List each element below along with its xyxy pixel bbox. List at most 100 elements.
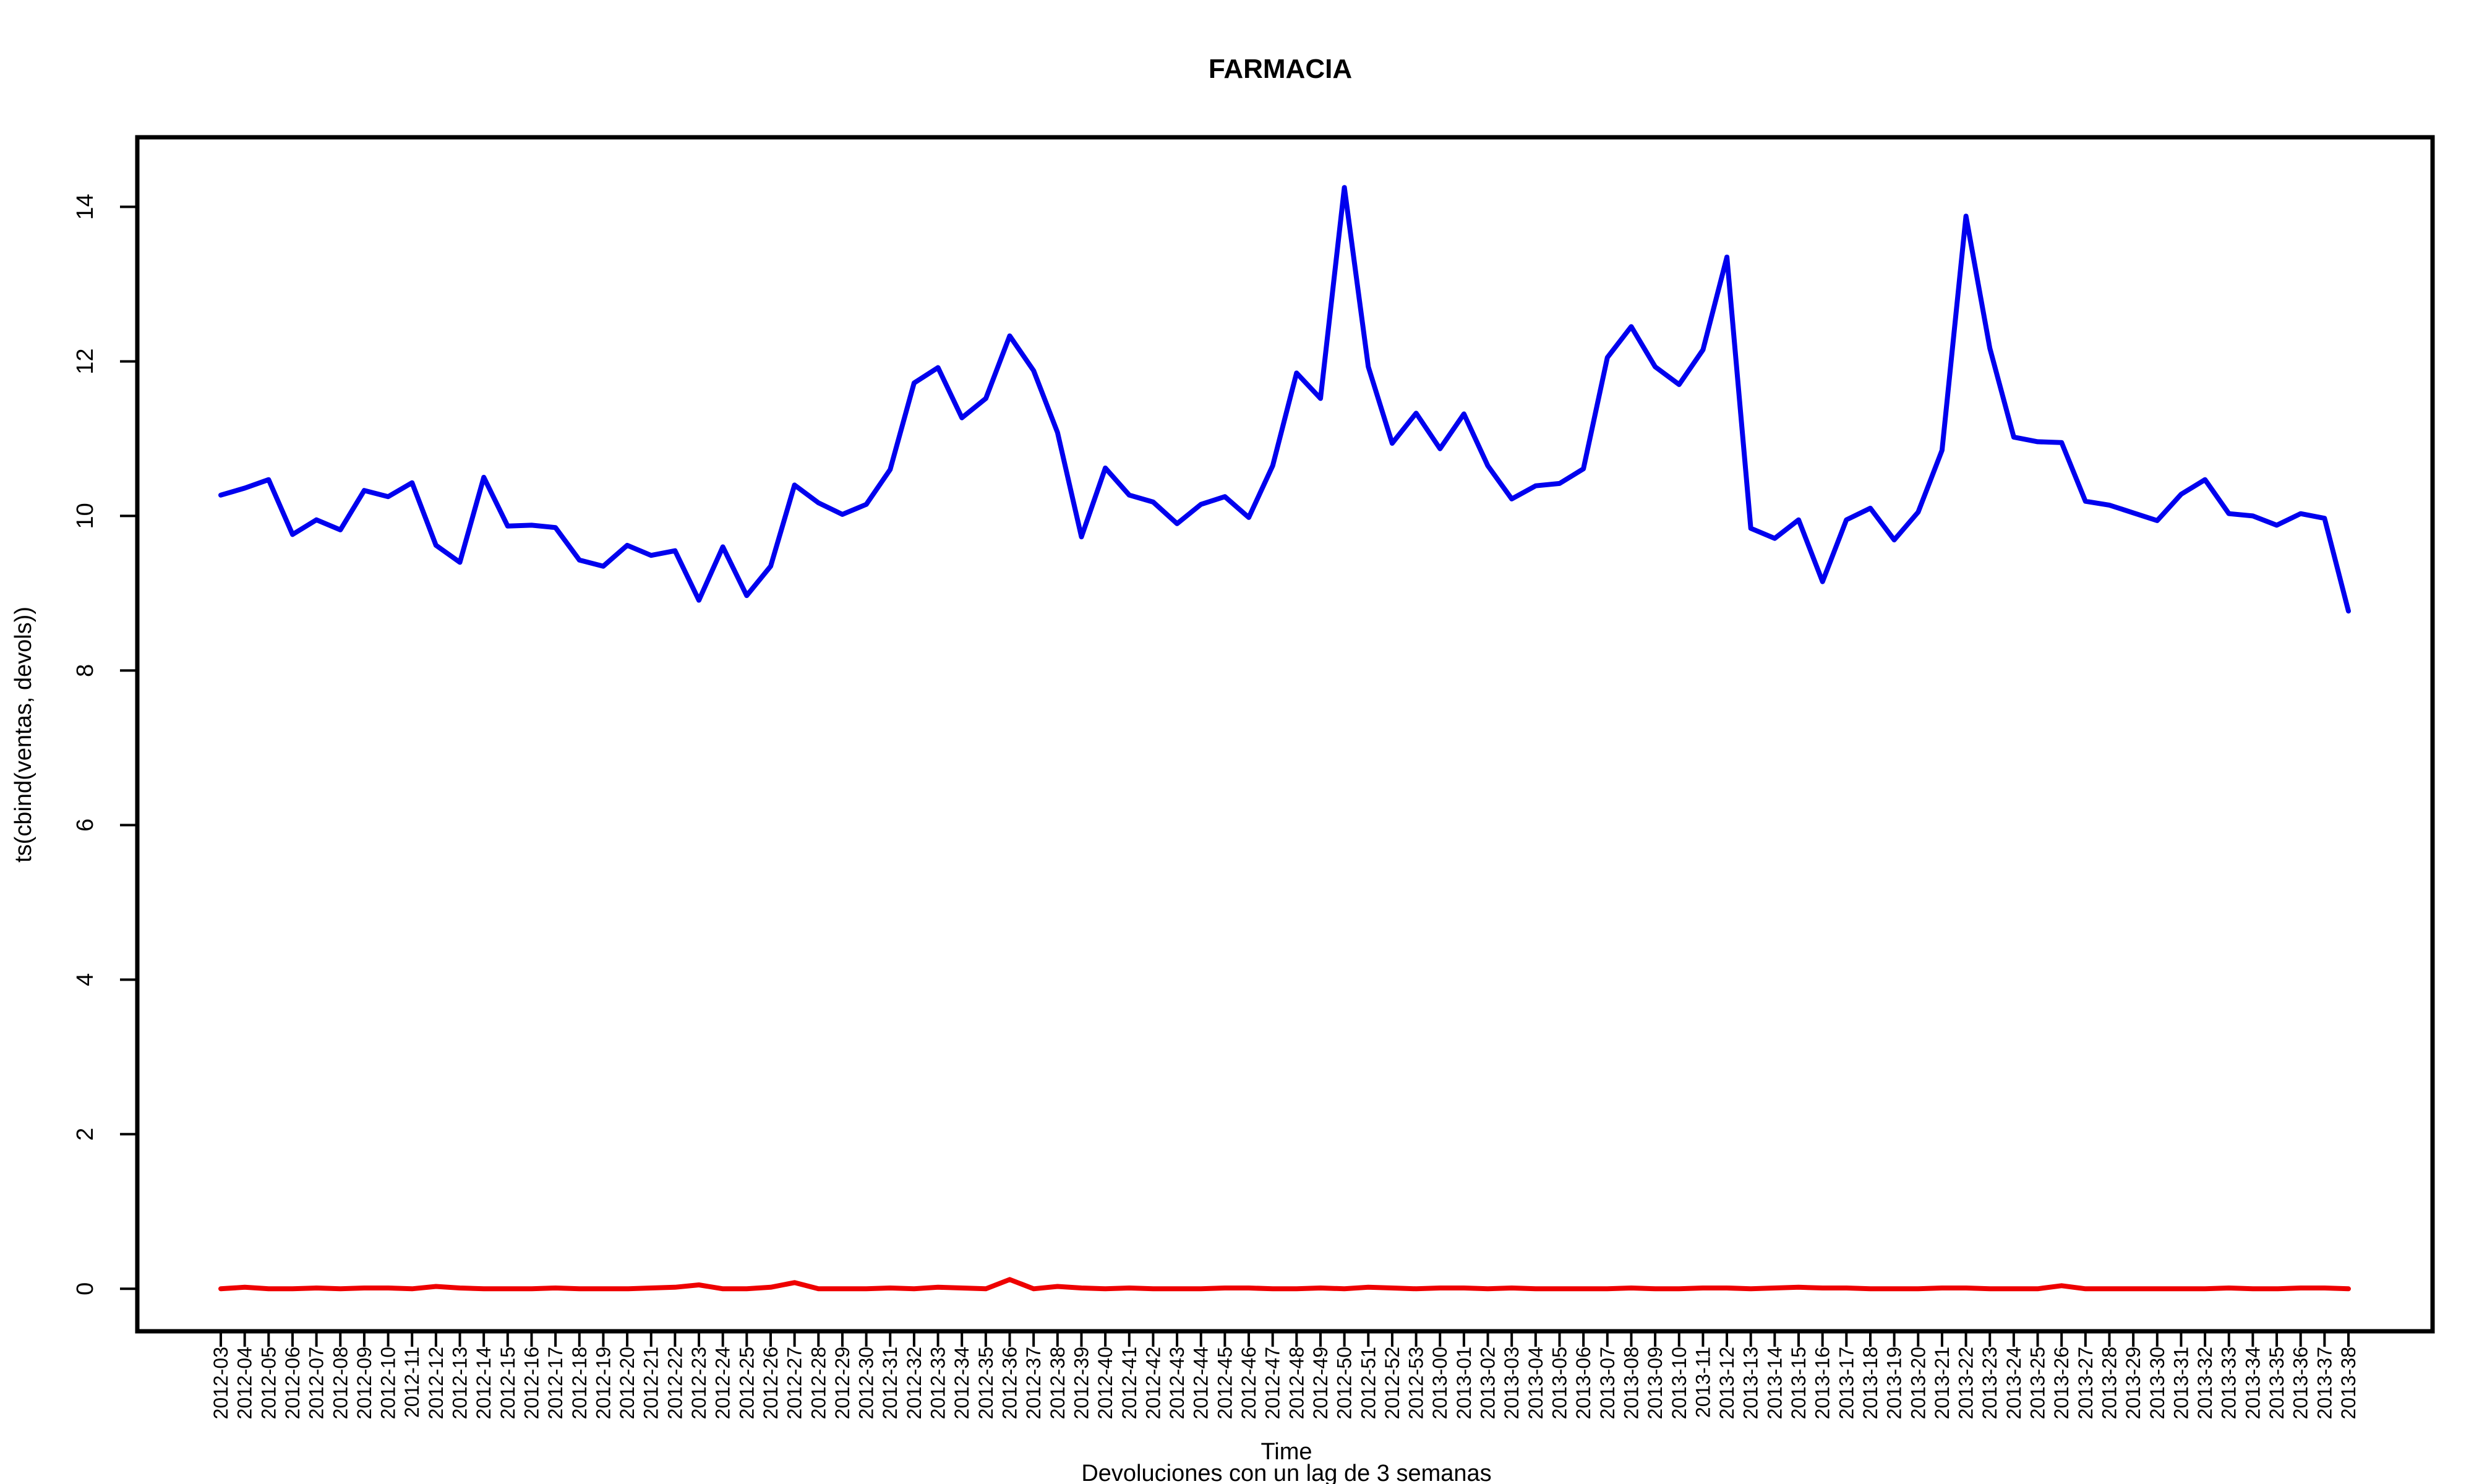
x-tick-label: 2013-14	[1763, 1347, 1786, 1419]
x-tick-label: 2012-44	[1190, 1347, 1212, 1419]
x-tick-label: 2012-40	[1094, 1347, 1116, 1419]
x-tick-label: 2012-31	[879, 1347, 901, 1419]
series-layer	[218, 185, 2351, 1292]
x-tick-label: 2013-27	[2074, 1347, 2097, 1419]
y-tick-label: 6	[72, 819, 98, 832]
x-tick-label: 2012-37	[1022, 1347, 1045, 1419]
x-tick-label: 2013-18	[1859, 1347, 1881, 1419]
y-axis: 0 2 4 6 8 10 12 14	[72, 194, 137, 1295]
x-tick-label: 2013-20	[1907, 1347, 1929, 1419]
y-tick-label: 12	[72, 348, 98, 374]
x-tick-label: 2013-11	[1692, 1347, 1714, 1418]
x-tick-label: 2013-23	[1979, 1347, 2001, 1419]
x-tick-label: 2013-21	[1931, 1347, 1953, 1419]
x-tick-label: 2012-08	[329, 1347, 351, 1419]
x-tick-label: 2013-09	[1644, 1347, 1666, 1419]
x-tick-label: 2013-26	[2050, 1347, 2073, 1419]
x-tick-label: 2012-19	[592, 1347, 614, 1419]
x-tick-label: 2013-32	[2194, 1347, 2216, 1419]
x-tick-label: 2012-18	[568, 1347, 591, 1419]
x-tick-label: 2013-10	[1668, 1347, 1690, 1419]
x-tick-label: 2013-13	[1740, 1347, 1762, 1419]
x-tick-label: 2012-05	[257, 1347, 280, 1419]
x-tick-label: 2012-33	[927, 1347, 949, 1419]
x-tick-label: 2012-52	[1381, 1347, 1403, 1419]
y-tick-label: 4	[72, 973, 98, 986]
plot-frame	[135, 135, 2435, 1334]
y-tick-label: 10	[72, 503, 98, 529]
x-tick-label: 2012-17	[544, 1347, 567, 1419]
x-tick-label: 2012-47	[1262, 1347, 1284, 1419]
x-tick-label: 2013-24	[2003, 1347, 2025, 1419]
x-tick-label: 2012-04	[234, 1347, 256, 1419]
x-tick-label: 2013-19	[1883, 1347, 1906, 1419]
series-line-2	[218, 1277, 2351, 1292]
x-tick-label: 2012-15	[497, 1347, 519, 1419]
x-tick-label: 2012-14	[473, 1347, 495, 1419]
x-tick-label: 2012-13	[449, 1347, 471, 1419]
series-line-1	[218, 185, 2351, 614]
x-tick-label: 2013-12	[1716, 1347, 1738, 1419]
x-tick-label: 2012-09	[353, 1347, 375, 1419]
x-tick-label: 2012-42	[1142, 1347, 1164, 1419]
y-tick-label: 8	[72, 664, 98, 677]
x-tick-label: 2013-38	[2337, 1347, 2360, 1419]
x-tick-label: 2012-41	[1118, 1347, 1141, 1419]
x-tick-label: 2013-16	[1812, 1347, 1834, 1419]
x-tick-label: 2012-28	[807, 1347, 829, 1419]
x-tick-label: 2012-49	[1309, 1347, 1332, 1419]
x-tick-label: 2013-08	[1620, 1347, 1642, 1419]
x-tick-label: 2013-22	[1955, 1347, 1977, 1419]
x-tick-label: 2013-07	[1596, 1347, 1619, 1419]
x-tick-label: 2012-25	[735, 1347, 758, 1419]
x-tick-label: 2012-22	[664, 1347, 686, 1419]
x-tick-label: 2013-05	[1548, 1347, 1570, 1419]
x-tick-label: 2013-28	[2098, 1347, 2120, 1419]
x-tick-label: 2013-37	[2313, 1347, 2335, 1419]
x-tick-label: 2012-07	[306, 1347, 328, 1419]
x-tick-label: 2013-01	[1453, 1347, 1475, 1419]
x-tick-label: 2013-04	[1525, 1347, 1547, 1419]
x-tick-label: 2013-29	[2122, 1347, 2144, 1419]
x-tick-label: 2013-31	[2170, 1347, 2192, 1419]
x-tick-label: 2012-21	[640, 1347, 662, 1419]
x-tick-label: 2012-51	[1357, 1347, 1379, 1419]
x-tick-label: 2012-26	[760, 1347, 782, 1419]
x-tick-label: 2012-23	[688, 1347, 710, 1419]
chart-subtitle: Devoluciones con un lag de 3 semanas	[1081, 1461, 1491, 1484]
x-tick-label: 2013-17	[1835, 1347, 1857, 1419]
x-tick-label: 2012-12	[425, 1347, 447, 1419]
x-tick-label: 2012-30	[855, 1347, 878, 1419]
x-tick-label: 2012-43	[1166, 1347, 1188, 1419]
x-tick-label: 2012-46	[1238, 1347, 1260, 1419]
y-tick-label: 0	[72, 1282, 98, 1295]
x-tick-label: 2012-16	[520, 1347, 542, 1419]
x-tick-label: 2012-34	[951, 1347, 973, 1419]
x-tick-label: 2012-35	[975, 1347, 997, 1419]
x-tick-label: 2013-34	[2241, 1347, 2264, 1419]
x-tick-label: 2013-30	[2146, 1347, 2168, 1419]
x-tick-label: 2012-27	[784, 1347, 806, 1419]
x-tick-label: 2012-48	[1285, 1347, 1308, 1419]
x-tick-label: 2013-03	[1500, 1347, 1523, 1419]
x-tick-label: 2012-45	[1213, 1347, 1236, 1419]
x-tick-label: 2013-06	[1572, 1347, 1594, 1419]
x-tick-label: 2012-06	[281, 1347, 304, 1419]
x-tick-label: 2013-00	[1429, 1347, 1451, 1419]
x-axis-label: Time	[1261, 1439, 1312, 1465]
x-tick-label: 2012-10	[377, 1347, 400, 1419]
x-tick-label: 2012-38	[1047, 1347, 1069, 1419]
x-tick-label: 2012-03	[210, 1347, 232, 1419]
x-tick-label: 2013-35	[2266, 1347, 2288, 1419]
x-axis: 2012-03 2012-04 2012-05 2012-06 2012-07 2012-…	[210, 1331, 2360, 1419]
x-tick-label: 2013-25	[2027, 1347, 2049, 1419]
x-tick-label: 2013-15	[1787, 1347, 1810, 1419]
x-tick-label: 2012-11	[401, 1347, 423, 1418]
x-tick-label: 2012-50	[1333, 1347, 1356, 1419]
x-tick-label: 2013-33	[2218, 1347, 2240, 1419]
y-tick-label: 14	[72, 194, 98, 220]
x-tick-label: 2012-53	[1405, 1347, 1427, 1419]
x-tick-label: 2012-32	[903, 1347, 925, 1419]
x-tick-label: 2012-39	[1070, 1347, 1092, 1419]
